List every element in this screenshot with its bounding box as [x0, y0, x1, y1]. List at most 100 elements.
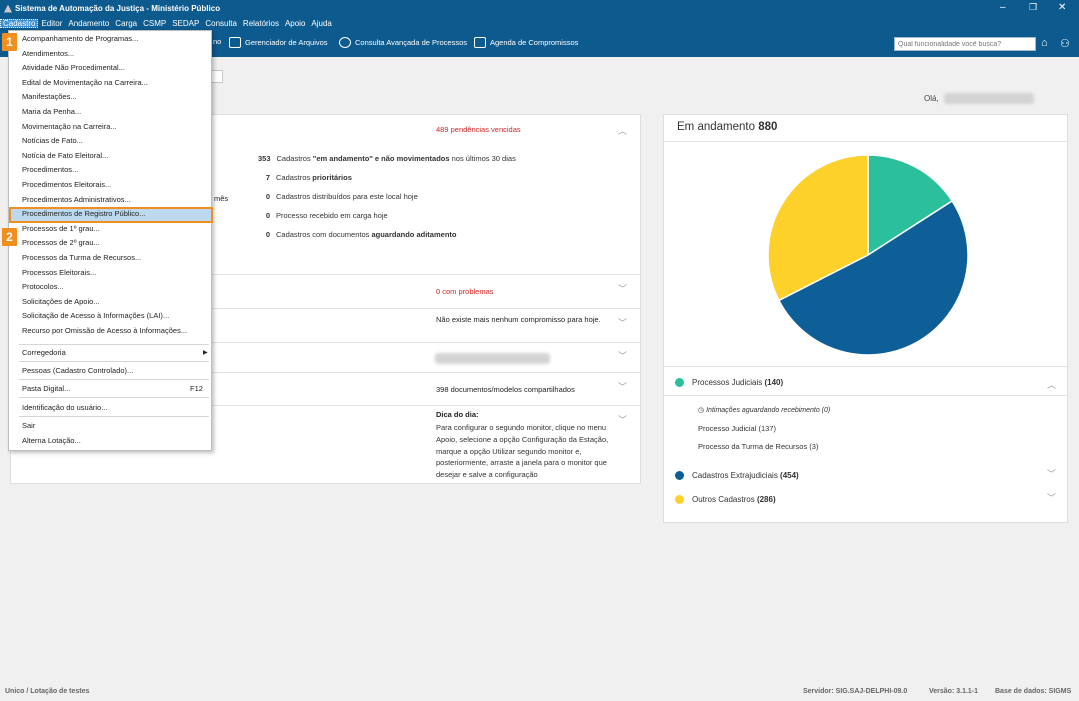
menu-item[interactable]: Processos de 1º grau... [22, 223, 100, 233]
chevron-up-icon[interactable]: ︿ [618, 126, 628, 136]
stat-row[interactable]: 353 Cadastros "em andamento" e não movime… [258, 154, 516, 163]
chevron-down-icon[interactable]: ﹀ [618, 415, 628, 425]
menu-item[interactable]: Acompanhamento de Programas... [22, 34, 139, 43]
menu-item[interactable]: Procedimentos Administrativos... [22, 194, 131, 204]
menu-item[interactable]: Solicitações de Apoio... [22, 296, 100, 306]
pending-overdue-link[interactable]: 489 pendências vencidas [436, 125, 521, 134]
restore-button[interactable]: ❐ [1029, 2, 1038, 12]
appointments-section[interactable]: Não existe mais nenhum compromisso para … [11, 308, 640, 342]
advanced-search-button[interactable]: Consulta Avançada de Processos [339, 37, 467, 48]
schedule-button[interactable]: Agenda de Compromissos [474, 37, 578, 48]
menu-item[interactable]: Maria da Penha... [22, 107, 82, 116]
stat-row[interactable]: 7 Cadastros prioritários [265, 173, 352, 182]
legend-outros-cadastros[interactable]: Outros Cadastros (286) [675, 495, 776, 504]
minimize-button[interactable]: – [1000, 2, 1006, 13]
window-title: Sistema de Automação da Justiça - Minist… [15, 4, 221, 13]
menu-item[interactable]: Atendimentos... [22, 48, 75, 58]
chevron-down-icon[interactable]: ﹀ [1047, 493, 1057, 503]
menu-ajuda[interactable]: Ajuda [311, 19, 332, 28]
toolbar-partial-button[interactable]: no [213, 37, 222, 46]
documents-section[interactable]: 398 documentos/modelos compartilhados ﹀ [11, 372, 640, 405]
menu-apoio[interactable]: Apoio [284, 19, 306, 28]
chevron-down-icon[interactable]: ﹀ [618, 318, 628, 328]
menu-editor[interactable]: Editor [41, 19, 63, 28]
menu-item[interactable]: Edital de Movimentação na Carreira... [22, 77, 148, 87]
step-1-badge: 1 [2, 33, 17, 51]
submenu-arrow-icon: ▶ [203, 350, 208, 356]
menu-item[interactable]: Atividade Não Procedimental... [22, 63, 125, 73]
clock-icon: ◷ [698, 407, 705, 414]
function-search-input[interactable] [894, 37, 1036, 51]
chevron-down-icon[interactable]: ﹀ [618, 382, 628, 392]
appeals-process-item[interactable]: Processo da Turma de Recursos (3) [698, 442, 819, 451]
blurred-section[interactable]: ﹀ [11, 342, 640, 372]
menu-andamento[interactable]: Andamento [68, 19, 110, 28]
in-progress-pie-chart [767, 154, 969, 356]
menu-item-corregedoria[interactable]: Corregedoria [22, 348, 66, 357]
menu-cadastro[interactable]: Cadastro [0, 19, 39, 28]
stat-row[interactable]: 0 Cadastros com documentos aguardando adi… [265, 230, 457, 239]
judicial-process-item[interactable]: Processo Judicial (137) [698, 424, 776, 433]
menu-item[interactable]: Procedimentos... [22, 165, 79, 175]
menu-sedap[interactable]: SEDAP [172, 19, 200, 28]
file-manager-button[interactable]: Gerenciador de Arquivos [229, 37, 328, 48]
shortcut-f12: F12 [190, 384, 203, 393]
intimations-item[interactable]: ◷ Intimações aguardando recebimento (0) [698, 406, 831, 415]
menu-item[interactable]: Processos de 2º grau... [22, 238, 100, 248]
folder-icon [229, 37, 241, 48]
chevron-down-icon[interactable]: ﹀ [618, 284, 628, 294]
status-database: Base de dados: SIGMS [995, 688, 1072, 695]
menu-carga[interactable]: Carga [115, 19, 138, 28]
menu-consulta[interactable]: Consulta [205, 19, 237, 28]
chevron-down-icon[interactable]: ﹀ [1047, 469, 1057, 479]
menu-item[interactable]: Processos Eleitorais... [22, 267, 97, 277]
partial-month-text: mês [214, 194, 229, 203]
close-button[interactable]: ✕ [1058, 2, 1067, 13]
menu-item[interactable]: Notícia de Fato Eleitoral... [22, 150, 109, 160]
menu-relatorios[interactable]: Relatórios [242, 19, 279, 28]
legend-dot [675, 471, 684, 480]
menu-item-pasta-digital[interactable]: Pasta Digital... [22, 384, 71, 393]
menu-separator [19, 416, 209, 417]
tip-of-day-section[interactable]: Dica do dia: Para configurar o segundo m… [11, 405, 640, 484]
menu-bar: Cadastro Editor Andamento Carga CSMP SED… [0, 17, 1079, 30]
menu-item[interactable]: Notícias de Fato... [22, 136, 83, 146]
legend-processos-judiciais[interactable]: Processos Judiciais (140) [675, 378, 783, 387]
menu-item[interactable]: Recurso por Omissão de Acesso à Informaç… [22, 326, 188, 335]
stat-row[interactable]: 0 Cadastros distribuídos para este local … [265, 192, 418, 201]
stat-row[interactable]: 0 Processo recebido em carga hoje [265, 211, 388, 220]
chevron-up-icon[interactable]: ︿ [1047, 380, 1057, 390]
menu-item-identificacao[interactable]: Identificação do usuário... [22, 403, 108, 412]
status-version: Versão: 3.1.1-1 [929, 688, 979, 695]
menu-item[interactable]: Solicitação de Acesso à Informações (LAI… [22, 311, 170, 321]
menu-item[interactable]: Movimentação na Carreira... [22, 121, 117, 131]
legend-cadastros-extrajudiciais[interactable]: Cadastros Extrajudiciais (454) [675, 471, 799, 480]
app-logo-icon [4, 4, 12, 13]
in-progress-title: Em andamento 880 [677, 121, 778, 133]
calendar-icon [474, 37, 486, 48]
pie-slice-outros-cadastros[interactable] [767, 154, 869, 302]
menu-item[interactable]: Protocolos... [22, 282, 64, 292]
pie-slice-processos-judiciais[interactable] [867, 154, 954, 257]
users-icon[interactable]: ⚇ [1060, 38, 1070, 50]
legend-dot [675, 495, 684, 504]
status-lotacao: Unico / Lotação de testes [5, 688, 90, 695]
menu-item[interactable]: Procedimentos de Registro Público... [22, 209, 146, 219]
chevron-down-icon[interactable]: ﹀ [618, 351, 628, 361]
title-bar: Sistema de Automação da Justiça - Minist… [0, 0, 1079, 17]
status-bar: Unico / Lotação de testes Servidor: SIG.… [0, 684, 1079, 701]
problems-section[interactable]: 0 com problemas ﹀ [11, 274, 640, 307]
menu-separator [19, 379, 209, 380]
menu-item[interactable]: Manifestações... [22, 92, 77, 102]
home-icon[interactable]: ⌂ [1041, 37, 1048, 49]
menu-item-pessoas[interactable]: Pessoas (Cadastro Controlado)... [22, 366, 134, 375]
menu-item-alterna-lotacao[interactable]: Alterna Lotação... [22, 436, 81, 445]
menu-item[interactable]: Processos da Turma de Recursos... [22, 253, 142, 262]
menu-csmp[interactable]: CSMP [143, 19, 167, 28]
pie-slice-cadastros-extrajudiciais[interactable] [777, 199, 969, 356]
menu-separator [19, 397, 209, 398]
menu-item[interactable]: Procedimentos Eleitorais... [22, 180, 112, 189]
menu-item-sair[interactable]: Sair [22, 421, 36, 430]
search-icon [339, 37, 351, 48]
menu-separator [19, 361, 209, 362]
